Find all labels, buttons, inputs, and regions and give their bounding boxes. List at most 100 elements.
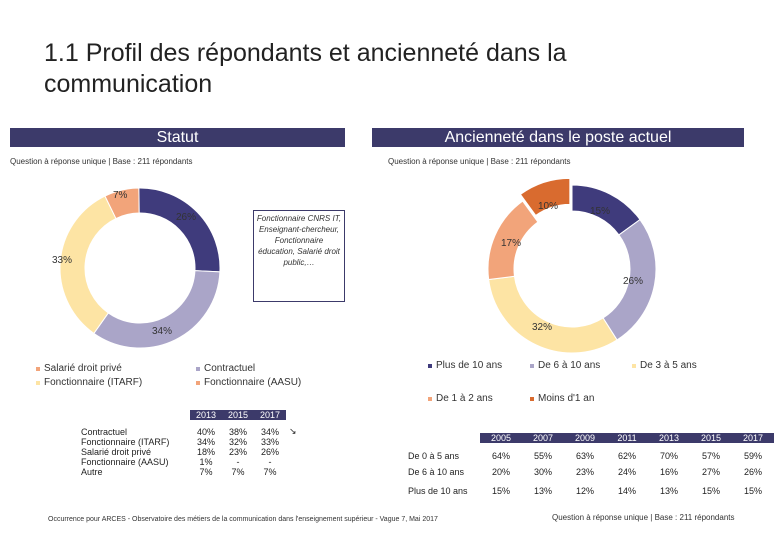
statut-table: 2013 2015 2017 Contractuel 40% 38% 34% ↘… [78, 410, 306, 477]
cell: 20% [491, 467, 510, 477]
legend-swatch [632, 363, 636, 368]
table-header-year: 2009 [564, 433, 606, 443]
table-header-year: 2013 [648, 433, 690, 443]
table-row: Fonctionnaire (ITARF) 34% 32% 33% [78, 437, 306, 447]
anciennete-band-title: Ancienneté dans le poste actuel [444, 129, 672, 146]
anciennete-legend-plus10: Plus de 10 ans [428, 360, 502, 371]
table-header-year: 2011 [606, 433, 648, 443]
cell: 33% [260, 437, 279, 447]
donut-slice-moins-d-1-an [519, 177, 571, 217]
statut-label-contractuel: 34% [152, 326, 173, 337]
table-header-row: 2005 2007 2009 2011 2013 2015 2017 [406, 433, 774, 443]
cell: 12% [575, 486, 594, 496]
anciennete-legend-6a10: De 6 à 10 ans [530, 360, 600, 371]
table-header-2013: 2013 [190, 410, 222, 420]
cell: 23% [228, 447, 247, 457]
statut-legend-contractuel: Contractuel [196, 363, 255, 374]
anciennete-question-note: Question à réponse unique | Base : 211 r… [388, 157, 571, 166]
legend-swatch [428, 363, 432, 368]
cell: 1% [199, 457, 213, 467]
table-header-blank [78, 410, 190, 420]
cell: 26% [260, 447, 279, 457]
row-label: De 6 à 10 ans [408, 467, 465, 477]
statut-callout: Fonctionnaire CNRS IT, Enseignant-cherch… [253, 210, 345, 302]
table-header-2017: 2017 [254, 410, 286, 420]
legend-label: Fonctionnaire (AASU) [204, 377, 302, 388]
row-label: De 0 à 5 ans [408, 451, 460, 461]
cell: 16% [659, 467, 678, 477]
row-label: Fonctionnaire (AASU) [81, 457, 169, 467]
cell: 63% [575, 451, 594, 461]
legend-swatch [530, 363, 534, 368]
cell: 64% [491, 451, 510, 461]
anciennete-band: Ancienneté dans le poste actuel [372, 128, 744, 147]
anciennete-label-6a10: 26% [623, 276, 644, 287]
table-header-2015: 2015 [222, 410, 254, 420]
statut-legend-aasu: Fonctionnaire (AASU) [196, 377, 301, 388]
cell: 24% [617, 467, 636, 477]
anciennete-legend-1a2: De 1 à 2 ans [428, 393, 493, 404]
anciennete-label-moins1: 10% [538, 201, 559, 212]
cell: 18% [196, 447, 215, 457]
table-row: Contractuel 40% 38% 34% ↘ [78, 426, 306, 437]
cell: 70% [659, 451, 678, 461]
legend-swatch [36, 380, 40, 385]
cell: 32% [228, 437, 247, 447]
anciennete-label-3a5: 32% [532, 322, 553, 333]
cell: 34% [260, 426, 279, 437]
cell: 13% [659, 486, 678, 496]
legend-label: Plus de 10 ans [436, 360, 503, 371]
legend-swatch [428, 396, 432, 401]
footer-base-note: Question à réponse unique | Base : 211 r… [552, 513, 735, 522]
cell: 34% [196, 437, 215, 447]
table-row: Plus de 10 ans 15% 13% 12% 14% 13% 15% 1… [406, 480, 774, 502]
statut-label-itarf: 33% [52, 255, 73, 266]
cell: 15% [491, 486, 510, 496]
cell: 57% [701, 451, 720, 461]
table-row: Fonctionnaire (AASU) 1% - - [78, 457, 306, 467]
table-header-blank [406, 433, 480, 443]
cell: 27% [701, 467, 720, 477]
donut-slice-de-1-2-ans [487, 200, 539, 281]
cell: 15% [743, 486, 762, 496]
cell: 23% [575, 467, 594, 477]
table-row: De 6 à 10 ans 20% 30% 23% 24% 16% 27% 26… [406, 464, 774, 480]
statut-band-title: Statut [156, 129, 199, 146]
anciennete-donut [487, 177, 657, 354]
legend-label: De 1 à 2 ans [436, 393, 493, 404]
donut-slice-fonctionnaire-itarf- [59, 195, 117, 335]
legend-label: De 6 à 10 ans [538, 360, 601, 371]
table-header-year: 2007 [522, 433, 564, 443]
table-header-blank [286, 410, 306, 420]
statut-question-note: Question à réponse unique | Base : 211 r… [10, 157, 193, 166]
footer-source: Occurrence pour ARCES - Observatoire des… [48, 516, 438, 523]
row-label: Fonctionnaire (ITARF) [81, 437, 170, 447]
legend-swatch [530, 396, 534, 401]
legend-swatch [196, 366, 200, 371]
cell: 40% [196, 426, 215, 437]
cell: 15% [701, 486, 720, 496]
cell: 7% [199, 467, 213, 477]
cell: 59% [743, 451, 762, 461]
cell: - [236, 457, 240, 467]
anciennete-label-1a2: 17% [501, 238, 522, 249]
table-row: Salarié droit privé 18% 23% 26% [78, 447, 306, 457]
table-header-year: 2015 [690, 433, 732, 443]
legend-swatch [36, 366, 40, 371]
statut-label-prive: 26% [176, 212, 197, 223]
cell: 26% [743, 467, 762, 477]
statut-legend-prive: Salarié droit privé [36, 363, 122, 374]
row-label: Plus de 10 ans [408, 486, 468, 496]
anciennete-table: 2005 2007 2009 2011 2013 2015 2017 De 0 … [406, 433, 774, 502]
cell: 7% [231, 467, 245, 477]
table-row: De 0 à 5 ans 64% 55% 63% 62% 70% 57% 59% [406, 448, 774, 464]
table-header-row: 2013 2015 2017 [78, 410, 306, 420]
cell: 62% [617, 451, 636, 461]
row-label: Contractuel [81, 426, 128, 437]
statut-label-aasu: 7% [113, 190, 128, 201]
statut-band: Statut [10, 128, 345, 147]
donut-slice-salari-droit-priv- [138, 187, 221, 273]
statut-legend-itarf: Fonctionnaire (ITARF) [36, 377, 142, 388]
cell: 13% [533, 486, 552, 496]
